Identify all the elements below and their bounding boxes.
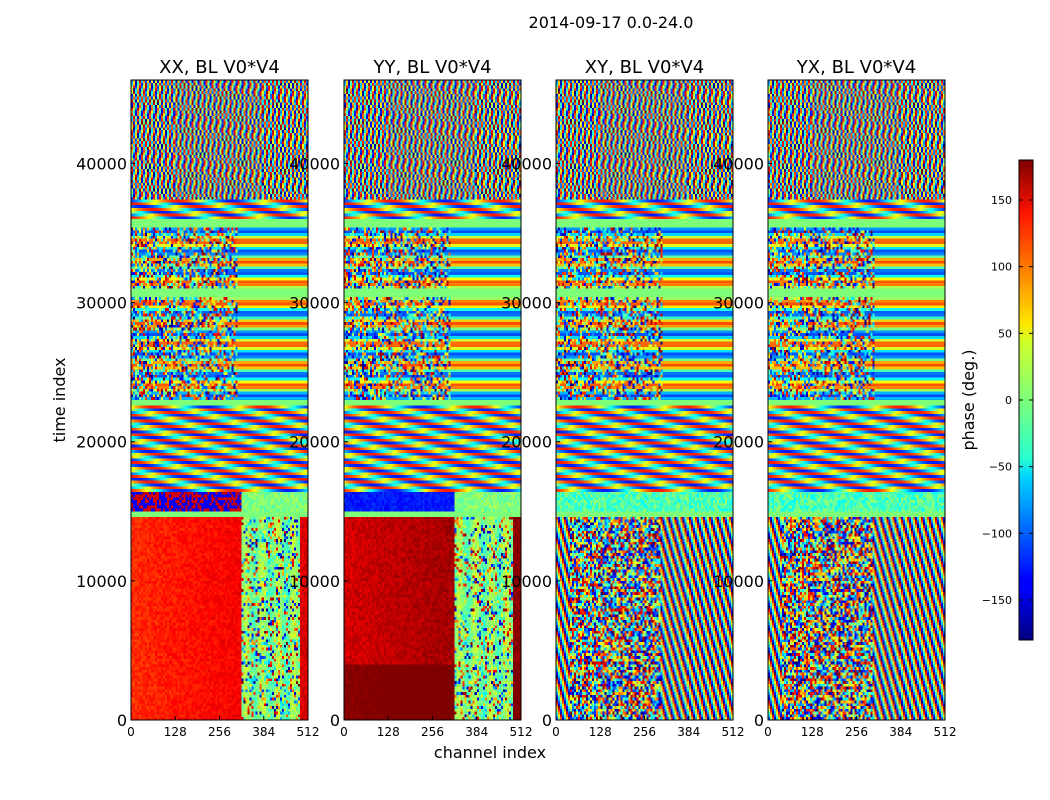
y-tick-label: 20000 xyxy=(713,433,764,452)
panels: XX, BL V0*V4 0 128 256 384 512 0 10000 20000 3000… xyxy=(76,57,956,739)
panel-title: XX, BL V0*V4 xyxy=(159,57,280,78)
x-tick-label: 0 xyxy=(764,725,772,739)
panel-yx: YX, BL V0*V4 0 128 256 384 512 0 10000 20000 3000… xyxy=(713,57,956,739)
x-tick-label: 384 xyxy=(889,725,912,739)
x-tick-label: 0 xyxy=(127,725,135,739)
heatmap-xx xyxy=(131,80,308,720)
y-tick-label: 10000 xyxy=(289,572,340,591)
panel-title: YX, BL V0*V4 xyxy=(796,57,916,78)
y-tick-label: 0 xyxy=(330,711,340,730)
heatmap-yy xyxy=(344,80,521,720)
x-tick-label: 384 xyxy=(252,725,275,739)
heatmap-xy xyxy=(556,80,733,720)
y-tick-label: 30000 xyxy=(289,294,340,313)
x-tick-label: 0 xyxy=(552,725,560,739)
y-tick-label: 0 xyxy=(754,711,764,730)
y-tick-label: 10000 xyxy=(501,572,552,591)
y-tick-label: 30000 xyxy=(501,294,552,313)
x-axis-label: channel index xyxy=(434,743,546,762)
x-tick-label: 0 xyxy=(340,725,348,739)
y-tick-label: 10000 xyxy=(713,572,764,591)
colorbar-ticks: 150 100 50 0 −50 −100 −150 xyxy=(982,194,1033,607)
colorbar-tick-label: 150 xyxy=(991,194,1012,207)
colorbar-tick-label: −150 xyxy=(982,594,1012,607)
y-tick-label: 0 xyxy=(117,711,127,730)
y-tick-label: 40000 xyxy=(76,154,127,173)
y-tick-label: 40000 xyxy=(713,154,764,173)
x-tick-label: 128 xyxy=(801,725,824,739)
panel-xy: XY, BL V0*V4 0 128 256 384 512 0 10000 20000 3000… xyxy=(501,57,744,739)
panel-yy: YY, BL V0*V4 0 128 256 384 512 0 10000 20000 3000… xyxy=(289,57,532,739)
y-tick-label: 40000 xyxy=(501,154,552,173)
y-tick-label: 20000 xyxy=(76,433,127,452)
colorbar-label: phase (deg.) xyxy=(959,349,978,450)
panel-title: XY, BL V0*V4 xyxy=(585,57,704,78)
y-tick-label: 0 xyxy=(542,711,552,730)
panel-xx: XX, BL V0*V4 0 128 256 384 512 0 10000 20000 3000… xyxy=(76,57,319,739)
y-tick-label: 20000 xyxy=(289,433,340,452)
colorbar-tick-label: 0 xyxy=(1005,394,1012,407)
x-tick-label: 512 xyxy=(297,725,320,739)
y-tick-label: 10000 xyxy=(76,572,127,591)
x-tick-label: 512 xyxy=(722,725,745,739)
heatmap-yx xyxy=(768,80,945,720)
colorbar-tick-label: −50 xyxy=(989,461,1012,474)
figure-title: 2014-09-17 0.0-24.0 xyxy=(529,13,694,32)
colorbar-tick-label: −100 xyxy=(982,527,1012,540)
x-tick-label: 512 xyxy=(510,725,533,739)
colorbar-tick-label: 50 xyxy=(998,327,1012,340)
y-tick-label: 20000 xyxy=(501,433,552,452)
y-tick-label: 40000 xyxy=(289,154,340,173)
y-tick-label: 30000 xyxy=(76,294,127,313)
colorbar-tick-label: 100 xyxy=(991,261,1012,274)
x-tick-label: 512 xyxy=(934,725,957,739)
x-tick-label: 256 xyxy=(421,725,444,739)
x-tick-label: 256 xyxy=(633,725,656,739)
x-tick-label: 128 xyxy=(377,725,400,739)
x-tick-label: 256 xyxy=(845,725,868,739)
colorbar: 150 100 50 0 −50 −100 −150 phase (deg.) xyxy=(959,159,1034,641)
x-tick-label: 384 xyxy=(465,725,488,739)
x-tick-label: 384 xyxy=(677,725,700,739)
y-tick-label: 30000 xyxy=(713,294,764,313)
panel-title: YY, BL V0*V4 xyxy=(372,57,491,78)
x-tick-label: 256 xyxy=(208,725,231,739)
x-tick-label: 128 xyxy=(164,725,187,739)
y-axis-label: time index xyxy=(50,357,69,442)
x-tick-label: 128 xyxy=(589,725,612,739)
